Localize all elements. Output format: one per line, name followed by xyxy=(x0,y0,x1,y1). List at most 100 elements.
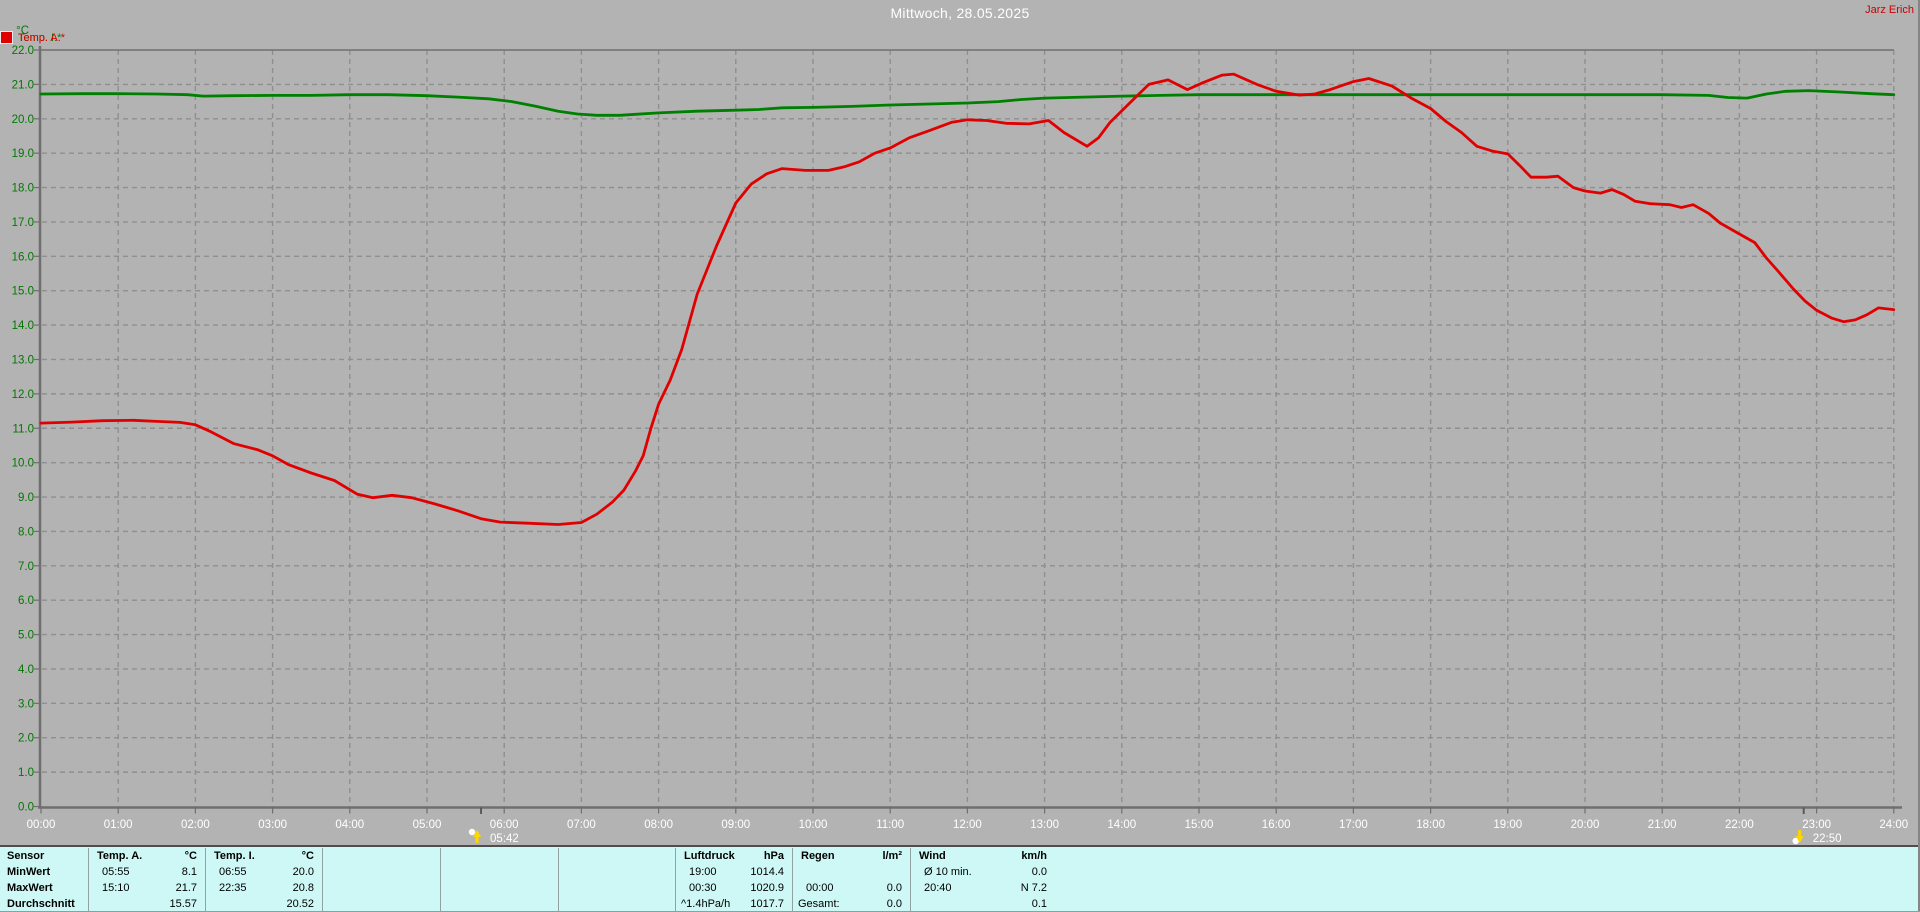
column-unit: °C xyxy=(301,849,314,862)
y-tick-label: 22.0 xyxy=(12,45,34,57)
cell-time: 20:40 xyxy=(924,881,952,894)
column-header: Regen xyxy=(801,849,835,862)
cell-value: 1014.4 xyxy=(750,865,784,878)
y-tick-label: 8.0 xyxy=(18,526,34,538)
legend-temp-i-label: Temp. I.* xyxy=(18,31,62,44)
table-header-temp-i: Temp. I. °C xyxy=(205,848,322,865)
sunset-arrow-shaft xyxy=(1798,830,1802,836)
table-durchschnitt-luftdruck: ^1.4hPa/h 1017.7 xyxy=(675,896,792,912)
column-unit: l/m² xyxy=(882,849,902,862)
axes xyxy=(38,46,1902,809)
x-tick-label: 14:00 xyxy=(1107,819,1136,831)
table-maxwert-temp-i: 22:35 20.8 xyxy=(205,880,322,897)
table-header-wind: Wind km/h xyxy=(910,848,1055,865)
cell-value: 0.0 xyxy=(1031,865,1047,878)
x-tick-label: 08:00 xyxy=(644,819,673,831)
table-minwert-empty-1 xyxy=(322,864,440,881)
legend-temp-a-label: Temp. A.* xyxy=(18,31,66,44)
x-tick-label: 10:00 xyxy=(799,819,828,831)
gridlines xyxy=(40,49,1895,807)
table-filler xyxy=(1055,864,1920,880)
sun-disc-icon xyxy=(1792,837,1799,845)
column-header: Luftdruck xyxy=(684,849,735,862)
sunset-arrow-icon xyxy=(1795,836,1804,843)
y-tick-label: 3.0 xyxy=(18,698,34,710)
column-header: Temp. A. xyxy=(97,849,143,862)
x-tick-label: 06:00 xyxy=(490,819,519,831)
table-minwert-wind: Ø 10 min. 0.0 xyxy=(910,864,1055,881)
sunrise-arrow-icon xyxy=(473,830,482,837)
table-maxwert-regen: 00:00 0.0 xyxy=(792,880,910,897)
x-tick-label: 03:00 xyxy=(258,819,287,831)
table-durchschnitt-empty-3 xyxy=(558,896,675,912)
cell-time: 00:30 xyxy=(689,881,717,894)
cell-time: Gesamt: xyxy=(798,898,840,911)
table-maxwert-empty-2 xyxy=(440,880,558,897)
table-minwert-regen xyxy=(792,864,910,881)
x-tick-label: 00:00 xyxy=(27,819,56,831)
table-row-label-minwert: MinWert xyxy=(0,864,88,880)
cell-value: 20.8 xyxy=(292,881,314,894)
y-tick-label: 19.0 xyxy=(12,148,34,160)
cell-value: 0.0 xyxy=(886,898,902,911)
y-tick-label: 4.0 xyxy=(18,664,34,676)
marker-time-label: 05:42 xyxy=(490,833,519,845)
y-tick-label: 12.0 xyxy=(12,389,34,401)
page-title: Mittwoch, 28.05.2025 xyxy=(890,5,1030,21)
x-tick-label: 09:00 xyxy=(721,819,750,831)
x-tick-label: 15:00 xyxy=(1185,819,1214,831)
cell-value: 1020.9 xyxy=(750,881,784,894)
cell-time: 06:55 xyxy=(219,865,247,878)
table-filler xyxy=(1055,848,1920,864)
statistics-table: Sensor Temp. A. °C Temp. I. °C Luftdruck hPa Re… xyxy=(0,845,1920,912)
cell-time: 15:10 xyxy=(102,881,130,894)
y-tick-label: 13.0 xyxy=(12,354,34,366)
x-tick-label: 23:00 xyxy=(1802,819,1831,831)
column-unit: km/h xyxy=(1021,849,1047,862)
table-maxwert-empty-3 xyxy=(558,880,675,897)
y-tick-label: 14.0 xyxy=(12,320,34,332)
x-tick-label: 17:00 xyxy=(1339,819,1368,831)
temp-a-swatch-icon xyxy=(0,31,13,44)
y-tick-label: 16.0 xyxy=(12,251,34,263)
table-durchschnitt-empty-2 xyxy=(440,896,558,912)
x-tick-label: 20:00 xyxy=(1571,819,1600,831)
y-tick-label: 17.0 xyxy=(12,217,34,229)
sunrise-marker: 05:42 xyxy=(468,807,519,845)
cell-value: 21.7 xyxy=(175,881,197,894)
cell-time: ^1.4hPa/h xyxy=(681,898,731,911)
x-tick-label: 01:00 xyxy=(104,819,133,831)
table-header-empty-1 xyxy=(322,848,440,865)
table-filler xyxy=(1055,880,1920,896)
cell-value: 20.52 xyxy=(286,898,314,911)
table-maxwert-luftdruck: 00:30 1020.9 xyxy=(675,880,792,897)
table-header-temp-a: Temp. A. °C xyxy=(88,848,205,865)
table-minwert-temp-i: 06:55 20.0 xyxy=(205,864,322,881)
table-durchschnitt-empty-1 xyxy=(322,896,440,912)
row-label: Durchschnitt xyxy=(7,898,75,911)
y-tick-label: 7.0 xyxy=(18,561,34,573)
x-tick-label: 05:00 xyxy=(413,819,442,831)
x-tick-label: 18:00 xyxy=(1416,819,1445,831)
author-label: Jarz Erich xyxy=(1865,4,1914,16)
x-tick-label: 04:00 xyxy=(335,819,364,831)
column-header: Temp. I. xyxy=(214,849,255,862)
y-tick-label: 10.0 xyxy=(12,458,34,470)
row-label: Sensor xyxy=(7,849,45,862)
cell-time: 22:35 xyxy=(219,881,247,894)
y-axis-unit: °C xyxy=(16,25,29,37)
cell-value: 8.1 xyxy=(181,865,197,878)
row-label: MinWert xyxy=(7,865,51,878)
y-tick-label: 15.0 xyxy=(12,286,34,298)
table-durchschnitt-wind: 0.1 xyxy=(910,896,1055,912)
x-tick-label: 02:00 xyxy=(181,819,210,831)
table-durchschnitt-temp-i: 20.52 xyxy=(205,896,322,912)
y-tick-label: 9.0 xyxy=(18,492,34,504)
cell-time: 00:00 xyxy=(806,881,834,894)
x-tick-label: 16:00 xyxy=(1262,819,1291,831)
x-tick-label: 21:00 xyxy=(1648,819,1677,831)
x-tick-label: 22:00 xyxy=(1725,819,1754,831)
y-tick-label: 1.0 xyxy=(18,767,34,779)
x-axis-labels: 00:00 01:00 02:00 03:00 04:00 05:00 06:00 07:00… xyxy=(27,807,1908,831)
